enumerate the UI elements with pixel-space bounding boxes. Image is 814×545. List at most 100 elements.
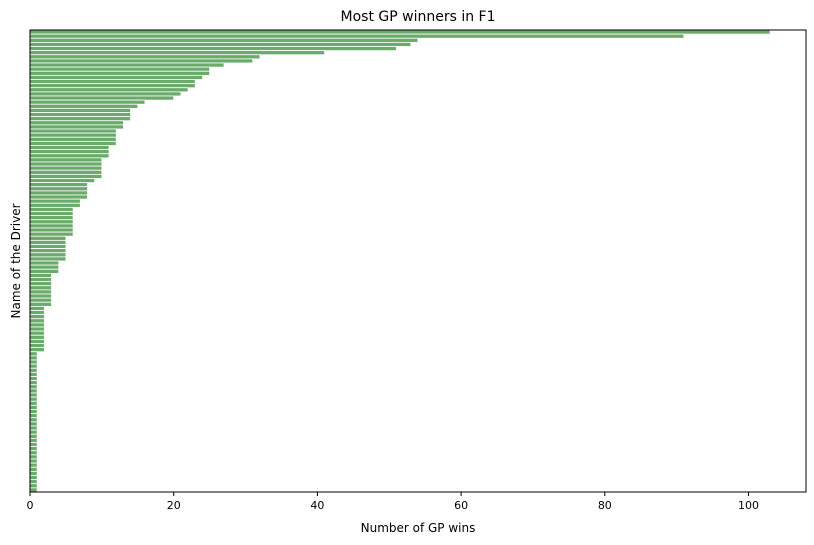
bars bbox=[29, 29, 771, 493]
bar bbox=[29, 268, 60, 274]
x-tick-label: 0 bbox=[27, 499, 34, 512]
bar bbox=[29, 54, 261, 60]
bar bbox=[29, 310, 45, 316]
bar bbox=[29, 338, 45, 344]
bar bbox=[29, 244, 67, 250]
bar bbox=[29, 190, 88, 196]
bar bbox=[29, 46, 397, 52]
bar bbox=[29, 285, 52, 291]
bar bbox=[29, 289, 52, 295]
bar bbox=[29, 400, 38, 406]
bar bbox=[29, 413, 38, 419]
bar bbox=[29, 479, 38, 485]
bar bbox=[29, 103, 139, 109]
bar bbox=[29, 145, 110, 151]
bar bbox=[29, 149, 110, 155]
x-tick-label: 80 bbox=[598, 499, 612, 512]
x-tick-label: 100 bbox=[738, 499, 759, 512]
bar bbox=[29, 128, 117, 134]
bar bbox=[29, 442, 38, 448]
bar bbox=[29, 429, 38, 435]
bar bbox=[29, 153, 110, 159]
bar bbox=[29, 215, 74, 221]
bar bbox=[29, 363, 38, 369]
plot-frame bbox=[29, 29, 807, 493]
bar bbox=[29, 198, 81, 204]
bar bbox=[29, 178, 96, 184]
bar bbox=[29, 470, 38, 476]
bar bbox=[29, 206, 74, 212]
bar bbox=[29, 264, 60, 270]
bar bbox=[29, 50, 325, 56]
bar bbox=[29, 91, 182, 97]
bar bbox=[29, 194, 88, 200]
bar bbox=[29, 74, 203, 80]
bar bbox=[29, 211, 74, 217]
x-axis-label: Number of GP wins bbox=[361, 521, 476, 535]
bar bbox=[29, 322, 45, 328]
bar bbox=[29, 136, 117, 142]
bar bbox=[29, 116, 131, 122]
bar bbox=[29, 475, 38, 481]
bar bbox=[29, 277, 52, 283]
bar bbox=[29, 99, 146, 105]
bar bbox=[29, 83, 196, 89]
bar bbox=[29, 120, 124, 126]
bar bbox=[29, 396, 38, 402]
bar bbox=[29, 107, 131, 113]
bar bbox=[29, 462, 38, 468]
bar bbox=[29, 318, 45, 324]
bar bbox=[29, 235, 67, 241]
bar bbox=[29, 66, 211, 72]
bar bbox=[29, 425, 38, 431]
bar bbox=[29, 305, 45, 311]
bar bbox=[29, 202, 81, 208]
bar bbox=[29, 367, 38, 373]
bar bbox=[29, 281, 52, 287]
bar bbox=[29, 384, 38, 390]
x-axis-ticks: 0 20 40 60 80 100 bbox=[27, 492, 759, 512]
bar bbox=[29, 248, 67, 254]
bar bbox=[29, 157, 103, 163]
bar bbox=[29, 124, 124, 130]
bar bbox=[29, 446, 38, 452]
bar bbox=[29, 252, 67, 258]
bar bbox=[29, 260, 60, 266]
bar bbox=[29, 458, 38, 464]
bar bbox=[29, 223, 74, 229]
bar bbox=[29, 293, 52, 299]
x-tick-label: 40 bbox=[310, 499, 324, 512]
bar bbox=[29, 165, 103, 171]
bar bbox=[29, 466, 38, 472]
bar bbox=[29, 231, 74, 237]
bar bbox=[29, 227, 74, 233]
bar bbox=[29, 186, 88, 192]
bar bbox=[29, 326, 45, 332]
bar bbox=[29, 161, 103, 167]
bar bbox=[29, 301, 52, 307]
bar bbox=[29, 62, 225, 68]
bar bbox=[29, 29, 771, 35]
bar bbox=[29, 37, 419, 43]
y-axis-label: Name of the Driver bbox=[9, 203, 23, 318]
bar bbox=[29, 239, 67, 245]
bar bbox=[29, 454, 38, 460]
bar bbox=[29, 140, 117, 146]
bar bbox=[29, 256, 67, 262]
bar bbox=[29, 417, 38, 423]
bar bbox=[29, 371, 38, 377]
x-tick-label: 60 bbox=[454, 499, 468, 512]
bar bbox=[29, 219, 74, 225]
bar bbox=[29, 314, 45, 320]
bar bbox=[29, 169, 103, 175]
bar bbox=[29, 272, 52, 278]
bar bbox=[29, 297, 52, 303]
bar bbox=[29, 95, 175, 101]
bar bbox=[29, 359, 38, 365]
bar bbox=[29, 182, 88, 188]
bar bbox=[29, 70, 211, 76]
bar bbox=[29, 334, 45, 340]
bar bbox=[29, 112, 131, 118]
bar bbox=[29, 343, 45, 349]
bar bbox=[29, 33, 685, 39]
